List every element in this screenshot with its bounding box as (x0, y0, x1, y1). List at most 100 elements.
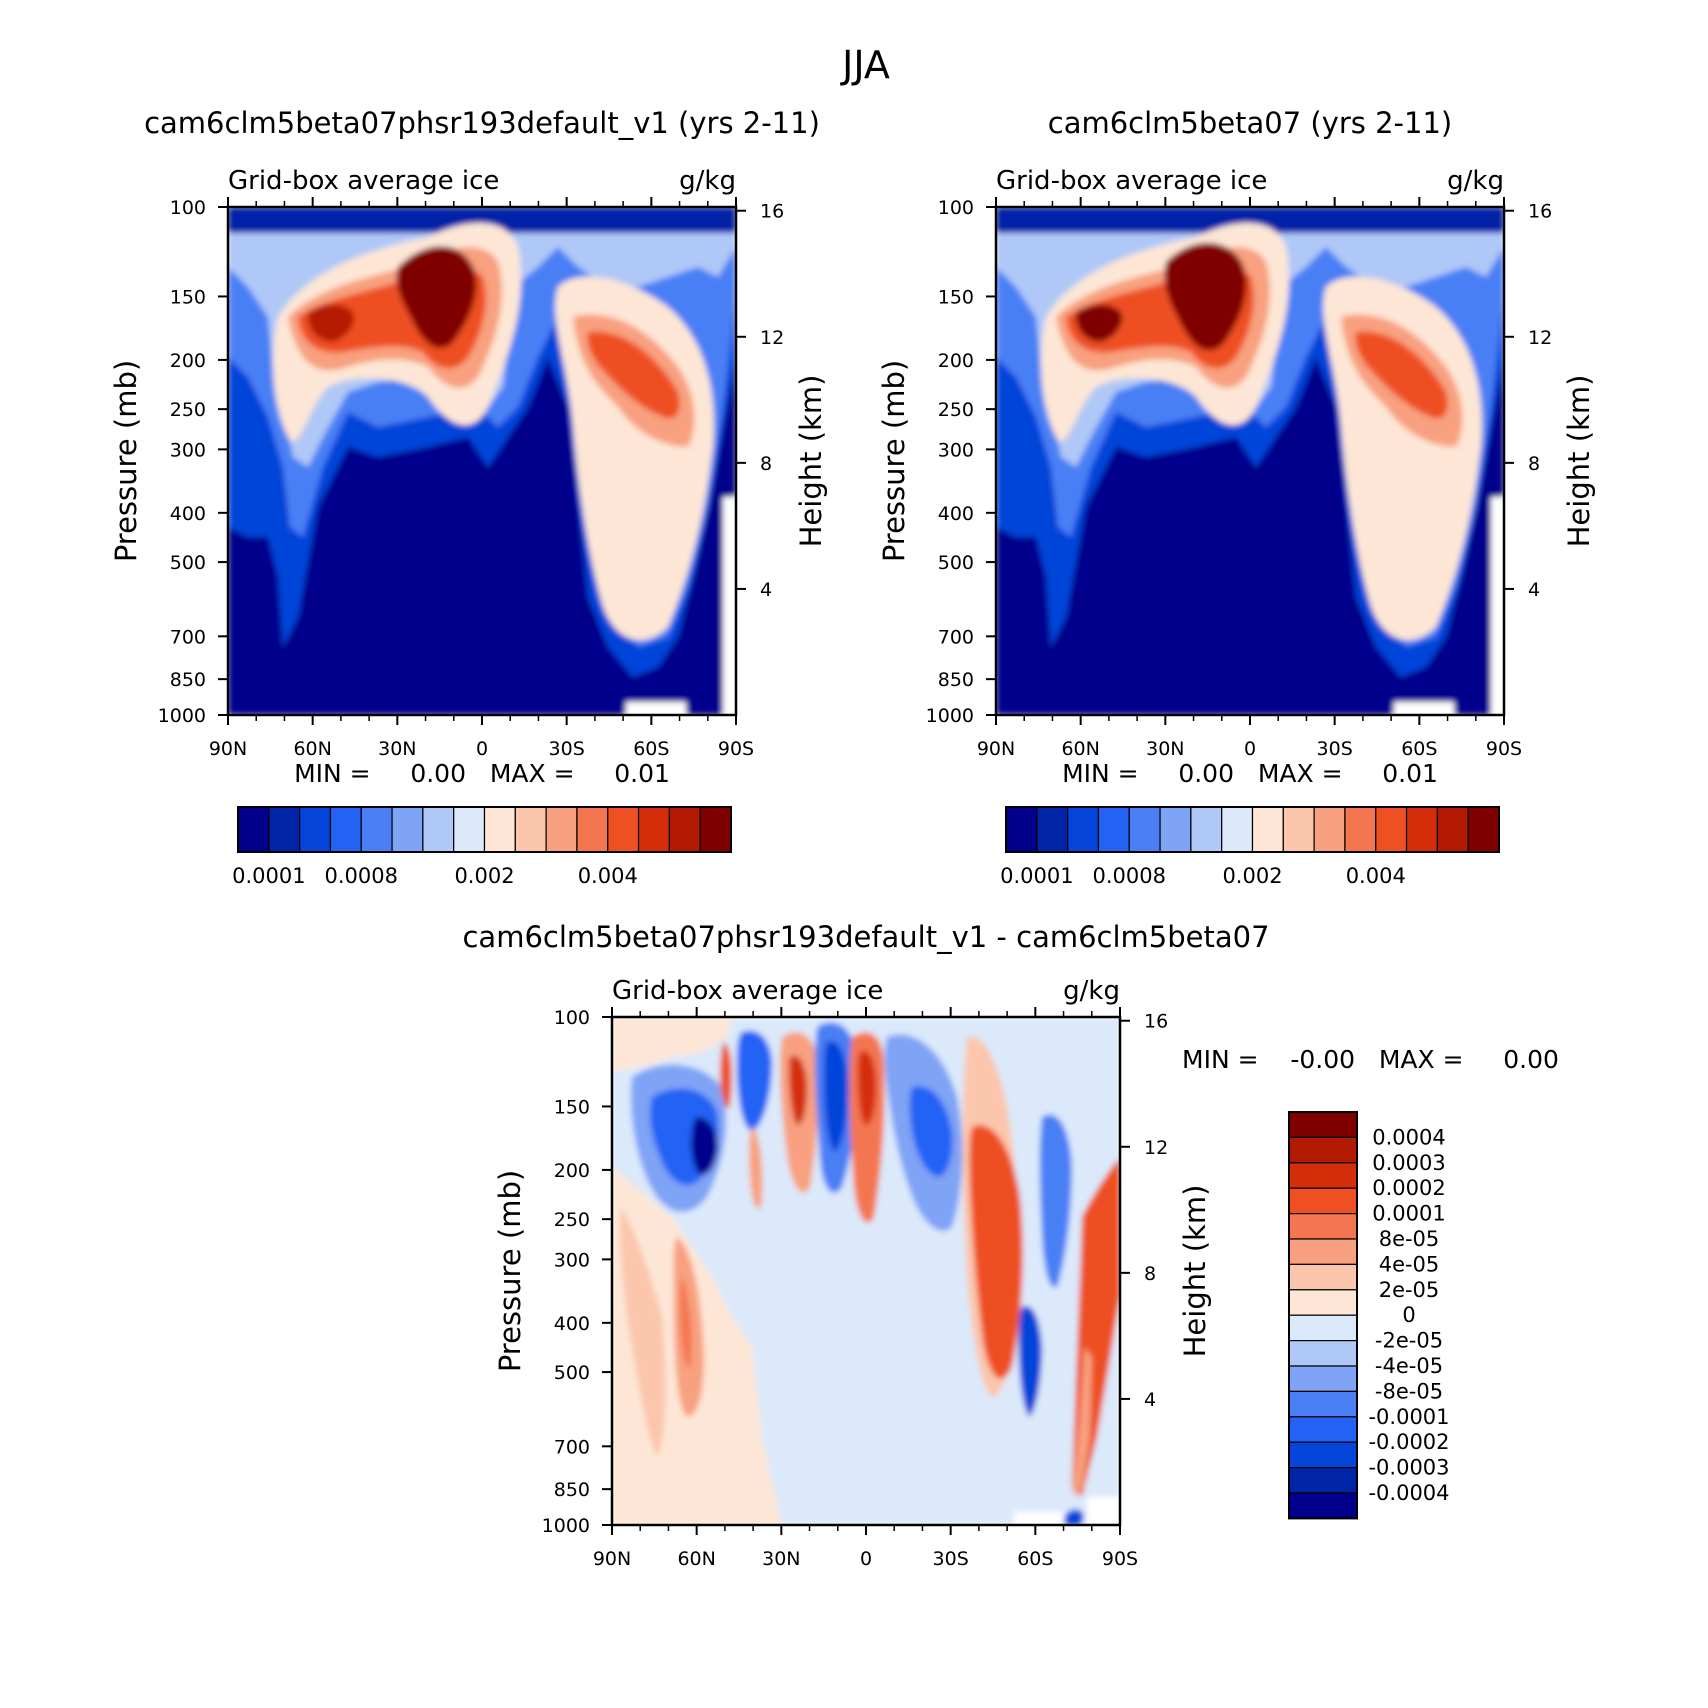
colorbar-swatch (1288, 1492, 1358, 1519)
colorbar-swatch (1288, 1365, 1358, 1392)
y-tick-label: 850 (938, 669, 974, 691)
panel-1-field-name: Grid-box average ice (228, 166, 499, 196)
colorbar-swatch (1067, 806, 1100, 853)
colorbar-label: -0.0004 (1368, 1481, 1449, 1505)
colorbar-swatch (422, 806, 455, 853)
panel-2-units: g/kg (1447, 166, 1504, 196)
y-tick-label: 700 (938, 626, 974, 648)
colorbar-swatch (1190, 806, 1223, 853)
panel-2: cam6clm5beta07 (yrs 2-11) Grid-box avera… (877, 106, 1596, 888)
colorbar-label: 2e-05 (1379, 1278, 1440, 1302)
y2-tick-label: 12 (1144, 1137, 1168, 1159)
panel-2-nh-max-left (1075, 304, 1123, 342)
colorbar-swatch (1282, 806, 1315, 853)
panel-2-missing-1 (1394, 702, 1454, 715)
panel-1-missing-1 (626, 702, 686, 715)
diff-positive-45n (720, 1042, 732, 1108)
y-tick-label: 150 (938, 286, 974, 308)
x-tick-label: 30N (762, 1548, 800, 1570)
diff-nh-positive-streak (619, 1207, 666, 1457)
colorbar-swatch (1375, 806, 1408, 853)
y2-tick-label: 16 (1144, 1011, 1168, 1033)
x-tick-label: 90S (1486, 738, 1522, 760)
panel-diff-field-name: Grid-box average ice (612, 976, 883, 1006)
diff-positive-85s-outer (1072, 1347, 1092, 1497)
colorbar-label: 0.002 (454, 864, 514, 888)
colorbar-swatch (637, 806, 670, 853)
panel-2-nh-max-right (1164, 242, 1247, 351)
x-tick-label: 60S (1017, 1548, 1053, 1570)
colorbar-label: 0.0004 (1372, 1125, 1445, 1149)
colorbar-swatch (1344, 806, 1377, 853)
colorbar-swatch (1288, 1162, 1358, 1189)
y-tick-label: 1000 (542, 1515, 590, 1537)
colorbar-swatch (1313, 806, 1346, 853)
panel-diff-colorbar: 0.00040.00030.00020.00018e-054e-052e-050… (1288, 1111, 1450, 1520)
colorbar-swatch (668, 806, 701, 853)
colorbar-label: 8e-05 (1379, 1227, 1440, 1251)
y-tick-label: 500 (554, 1362, 590, 1384)
panel-2-plot-area (996, 207, 1504, 715)
panel-diff-title: cam6clm5beta07phsr193default_v1 - cam6cl… (462, 920, 1269, 954)
panel-1: cam6clm5beta07phsr193default_v1 (yrs 2-1… (109, 106, 828, 888)
y-tick-label: 400 (938, 503, 974, 525)
panel-1-sh-cloud-core (587, 331, 680, 419)
diff-negative-surface (1064, 1509, 1084, 1525)
colorbar-label: 0.002 (1222, 864, 1282, 888)
y-tick-label: 150 (170, 286, 206, 308)
colorbar-swatch (1288, 1212, 1358, 1240)
panel-1-nh-max-right (396, 246, 477, 349)
colorbar-label: 0.0002 (1372, 1176, 1445, 1200)
diff-negative-12n-core (824, 1041, 848, 1152)
y-tick-label: 200 (938, 350, 974, 372)
colorbar-swatch (1288, 1467, 1358, 1494)
panel-2-stats: MIN = 0.00 MAX = 0.01 (1062, 759, 1438, 788)
colorbar-swatch (1436, 806, 1469, 853)
y2-tick-label: 16 (760, 201, 784, 223)
panel-diff: cam6clm5beta07phsr193default_v1 - cam6cl… (462, 920, 1558, 1570)
panel-diff-stats: MIN = -0.00 MAX = 0.00 (1182, 1045, 1559, 1074)
y-tick-label: 1000 (158, 705, 206, 727)
y2-tick-label: 8 (1144, 1263, 1156, 1285)
colorbar-swatch (1221, 806, 1254, 853)
colorbar-label: 0.004 (1346, 864, 1406, 888)
colorbar-swatch (1288, 1238, 1358, 1265)
colorbar-swatch (483, 806, 516, 853)
diff-positive-25n-core (789, 1055, 807, 1126)
panel-1-title: cam6clm5beta07phsr193default_v1 (yrs 2-1… (144, 106, 820, 140)
y-tick-label: 700 (554, 1436, 590, 1458)
panel-1-nh-max-left (307, 304, 355, 342)
colorbar-swatch (1159, 806, 1192, 853)
colorbar-swatch (1288, 1263, 1358, 1291)
x-tick-label: 60S (633, 738, 669, 760)
colorbar-label: -8e-05 (1375, 1379, 1443, 1403)
panel-1-units: g/kg (679, 166, 736, 196)
x-tick-label: 90N (209, 738, 247, 760)
x-tick-label: 90N (593, 1548, 631, 1570)
y-tick-label: 700 (170, 626, 206, 648)
y-tick-label: 250 (170, 399, 206, 421)
x-tick-label: 30N (378, 738, 416, 760)
panel-diff-y2label: Height (km) (1178, 1185, 1212, 1358)
y-tick-label: 200 (170, 350, 206, 372)
y-tick-label: 500 (938, 552, 974, 574)
colorbar-swatch (699, 806, 732, 853)
colorbar-swatch (391, 806, 424, 853)
colorbar-label: 0.0008 (325, 864, 398, 888)
colorbar-swatch (237, 806, 270, 853)
x-tick-label: 30S (1317, 738, 1353, 760)
colorbar-swatch (268, 806, 301, 853)
y-tick-label: 100 (554, 1007, 590, 1029)
x-tick-label: 90S (1102, 1548, 1138, 1570)
y-tick-label: 300 (554, 1249, 590, 1271)
diff-negative-65s (1039, 1114, 1072, 1288)
colorbar-frame (1288, 1111, 1358, 1520)
colorbar-swatch (1288, 1416, 1358, 1443)
panel-2-colorbar: 0.0001 0.0008 0.002 0.004 (1000, 806, 1500, 888)
colorbar-swatch (1288, 1289, 1358, 1316)
panel-2-sh-cloud-core (1355, 331, 1448, 419)
colorbar-swatch (1467, 806, 1500, 853)
y-tick-label: 500 (170, 552, 206, 574)
panel-1-ylabel: Pressure (mb) (109, 360, 143, 562)
